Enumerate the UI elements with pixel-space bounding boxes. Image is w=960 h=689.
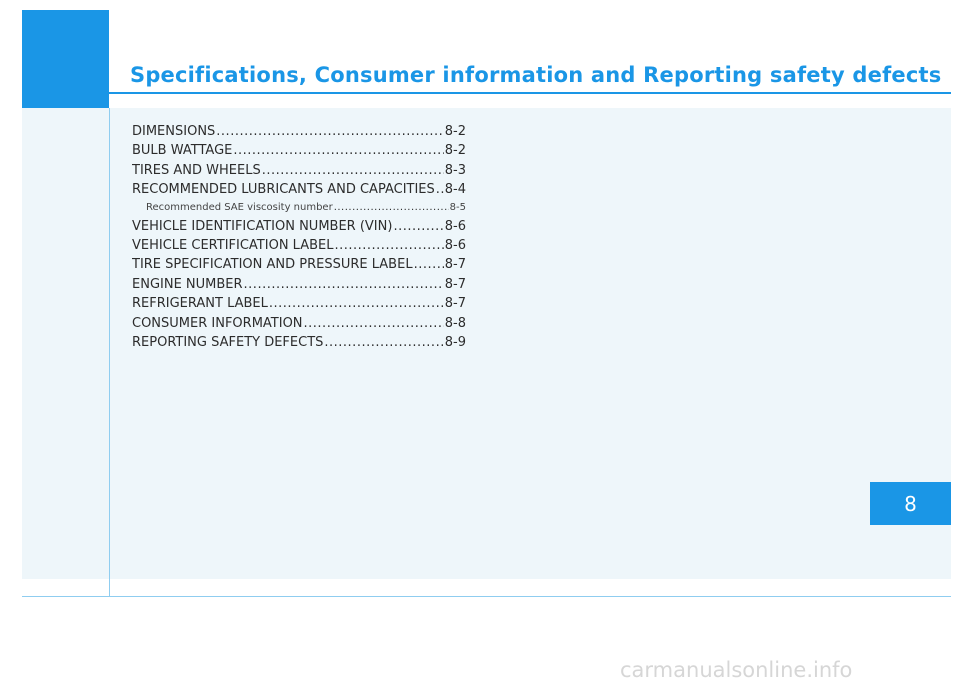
header-divider — [109, 92, 951, 94]
toc-entry-label: BULB WATTAGE — [132, 143, 233, 159]
toc-entry-label: RECOMMENDED LUBRICANTS AND CAPACITIES — [132, 182, 435, 198]
toc-entry-page: 8-7 — [444, 257, 466, 273]
toc-entry-page: 8-6 — [444, 218, 466, 234]
toc-dot-leader — [324, 335, 443, 350]
toc-subentry[interactable]: Recommended SAE viscosity number 8-5 — [132, 202, 466, 219]
chapter-tab[interactable]: 8 — [870, 482, 951, 525]
table-of-contents: DIMENSIONS 8-2 BULB WATTAGE 8-2 TIRES AND WH… — [132, 124, 466, 354]
toc-entry-label: TIRES AND WHEELS — [132, 162, 261, 178]
toc-dot-leader — [262, 163, 444, 178]
toc-entry-page: 8-5 — [449, 201, 466, 213]
toc-dot-leader — [436, 182, 444, 197]
toc-entry-page: 8-2 — [444, 143, 466, 159]
toc-entry-page: 8-6 — [444, 237, 466, 253]
toc-entry-label: REPORTING SAFETY DEFECTS — [132, 334, 324, 350]
footer-divider — [22, 596, 951, 597]
margin-divider — [109, 108, 110, 597]
toc-entry-label: ENGINE NUMBER — [132, 276, 243, 292]
toc-entry[interactable]: REPORTING SAFETY DEFECTS 8-9 — [132, 335, 466, 354]
toc-entry[interactable]: DIMENSIONS 8-2 — [132, 124, 466, 143]
toc-dot-leader — [334, 238, 443, 253]
toc-entry-label: REFRIGERANT LABEL — [132, 296, 268, 312]
toc-entry-label: TIRE SPECIFICATION AND PRESSURE LABEL — [132, 257, 413, 273]
toc-dot-leader — [269, 296, 444, 311]
toc-entry-page: 8-7 — [444, 296, 466, 312]
watermark-text: carmanualsonline.info — [620, 658, 853, 682]
toc-entry-label: VEHICLE CERTIFICATION LABEL — [132, 237, 334, 253]
toc-entry-label: CONSUMER INFORMATION — [132, 315, 303, 331]
content-panel — [22, 108, 951, 579]
toc-dot-leader — [244, 277, 444, 292]
toc-entry[interactable]: VEHICLE IDENTIFICATION NUMBER (VIN) 8-6 — [132, 219, 466, 238]
toc-dot-leader — [304, 316, 444, 331]
toc-entry-page: 8-8 — [444, 315, 466, 331]
toc-entry[interactable]: TIRE SPECIFICATION AND PRESSURE LABEL 8-7 — [132, 257, 466, 276]
toc-entry-label: DIMENSIONS — [132, 124, 216, 139]
chapter-number: 8 — [904, 491, 917, 516]
toc-dot-leader — [233, 143, 443, 158]
toc-entry-page: 8-4 — [444, 182, 466, 198]
toc-entry-page: 8-9 — [444, 334, 466, 350]
toc-dot-leader — [393, 219, 443, 234]
toc-entry[interactable]: CONSUMER INFORMATION 8-8 — [132, 316, 466, 335]
toc-entry[interactable]: REFRIGERANT LABEL 8-7 — [132, 296, 466, 315]
toc-entry[interactable]: BULB WATTAGE 8-2 — [132, 143, 466, 162]
toc-entry[interactable]: VEHICLE CERTIFICATION LABEL 8-6 — [132, 238, 466, 257]
toc-entry[interactable]: ENGINE NUMBER 8-7 — [132, 277, 466, 296]
toc-dot-leader — [334, 202, 449, 213]
toc-entry-page: 8-2 — [444, 124, 466, 139]
toc-entry[interactable]: TIRES AND WHEELS 8-3 — [132, 163, 466, 182]
toc-entry[interactable]: RECOMMENDED LUBRICANTS AND CAPACITIES 8-4 — [132, 182, 466, 201]
toc-entry-label: VEHICLE IDENTIFICATION NUMBER (VIN) — [132, 218, 393, 234]
toc-entry-page: 8-3 — [444, 162, 466, 178]
toc-entry-page: 8-7 — [444, 276, 466, 292]
toc-entry-label: Recommended SAE viscosity number — [146, 201, 333, 213]
corner-accent-block — [22, 10, 109, 108]
toc-dot-leader — [414, 257, 444, 272]
toc-dot-leader — [216, 124, 443, 139]
page-title: Specifications, Consumer information and… — [130, 63, 942, 87]
